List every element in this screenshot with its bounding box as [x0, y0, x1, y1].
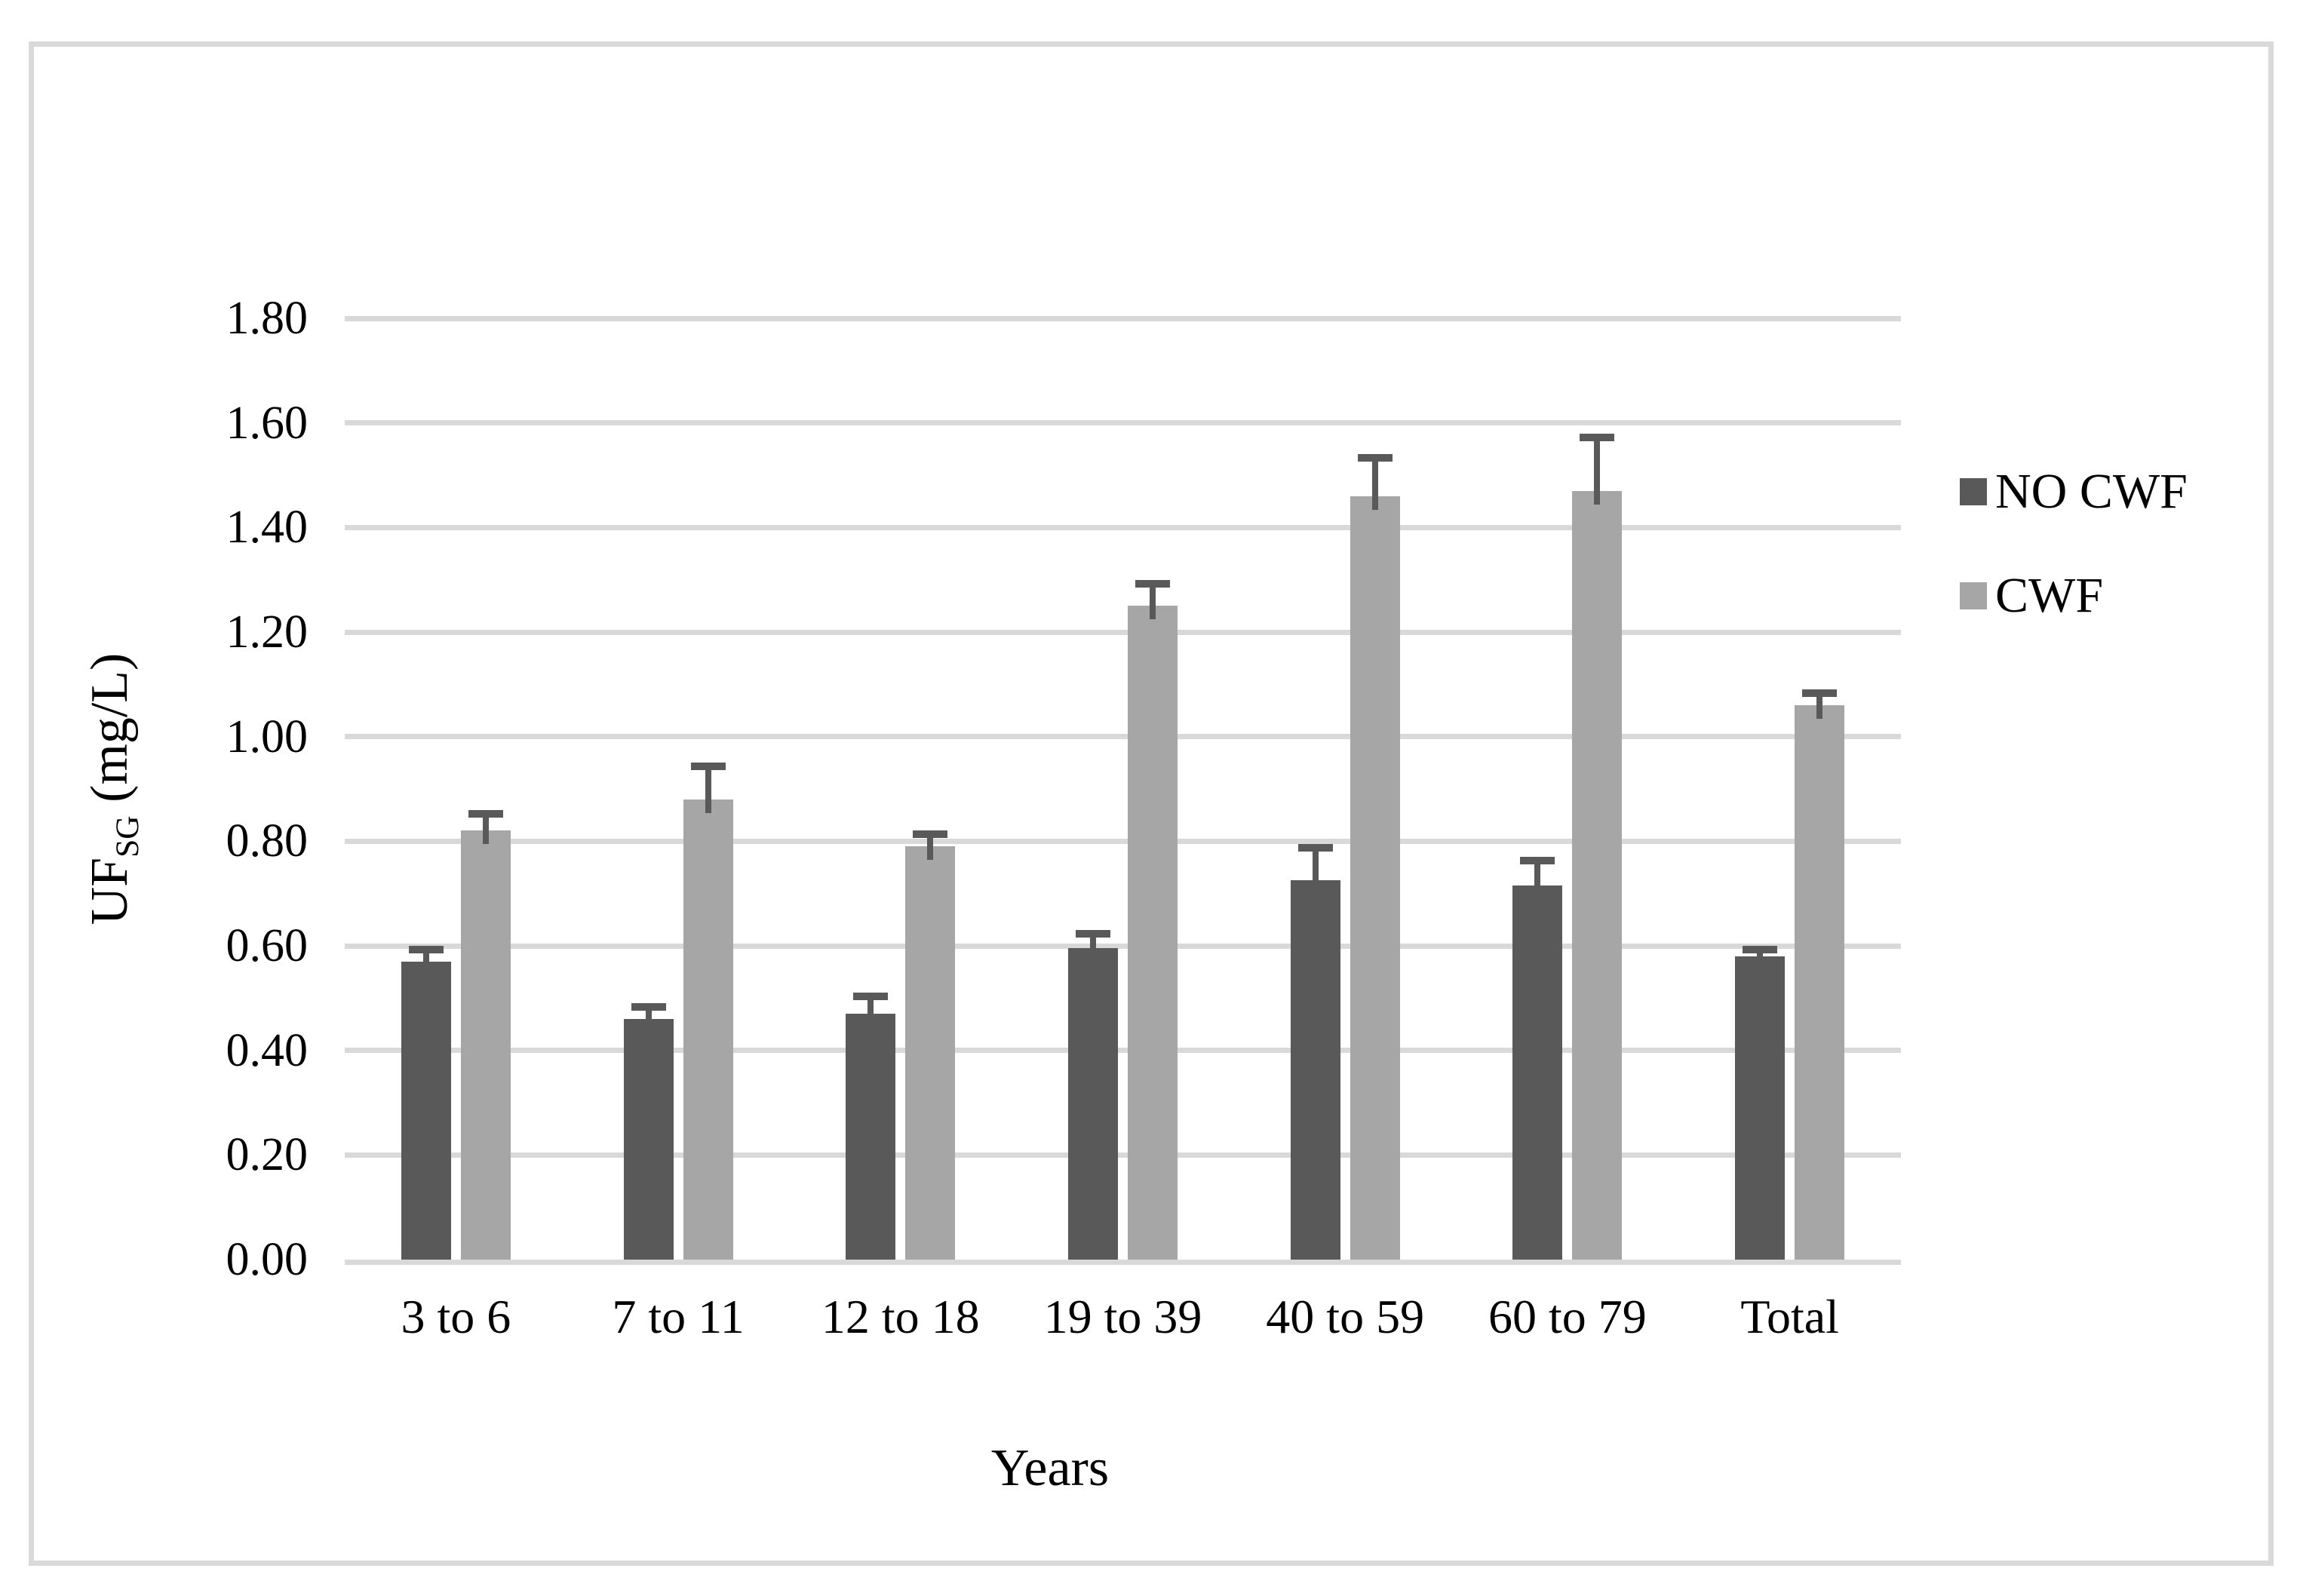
gridline	[345, 1152, 1901, 1158]
error-bar-whisker-no-cwf-7-to-11	[645, 1011, 652, 1033]
y-tick-label-0-60: 0.60	[226, 920, 309, 971]
gridline	[345, 315, 1901, 321]
bar-no-cwf-19-to-39	[1068, 948, 1118, 1260]
bar-cwf-12-to-18	[905, 846, 956, 1260]
error-bar-whisker-no-cwf-40-to-59	[1312, 851, 1319, 895]
error-bar-whisker-no-cwf-total	[1757, 953, 1764, 970]
error-bar-whisker-no-cwf-12-to-18	[867, 1000, 874, 1028]
error-bar-cap-cwf-12-to-18	[913, 830, 948, 839]
bar-cwf-19-to-39	[1128, 606, 1178, 1260]
error-bar-cap-cwf-total	[1802, 689, 1838, 698]
y-tick-label-1-80: 1.80	[226, 293, 309, 344]
legend-label-cwf: CWF	[1995, 568, 2104, 623]
error-bar-cap-no-cwf-19-to-39	[1076, 930, 1110, 938]
error-bar-cap-no-cwf-12-to-18	[853, 993, 889, 1001]
gridline	[345, 1048, 1901, 1054]
bar-cwf-60-to-79	[1572, 490, 1623, 1260]
y-tick-label-0-40: 0.40	[226, 1024, 309, 1076]
error-bar-cap-cwf-60-to-79	[1580, 433, 1615, 441]
error-bar-whisker-cwf-60-to-79	[1594, 440, 1601, 505]
x-tick-label-12-to-18: 12 to 18	[821, 1290, 980, 1343]
y-tick-label-1-20: 1.20	[226, 606, 309, 658]
gridline	[345, 629, 1901, 635]
bar-no-cwf-40-to-59	[1290, 880, 1340, 1260]
bar-no-cwf-12-to-18	[846, 1014, 896, 1260]
error-bar-whisker-cwf-12-to-18	[927, 838, 934, 861]
error-bar-cap-no-cwf-total	[1743, 946, 1778, 953]
x-tick-label-19-to-39: 19 to 39	[1043, 1290, 1202, 1343]
error-bar-whisker-cwf-40-to-59	[1371, 462, 1378, 510]
bar-cwf-3-to-6	[460, 830, 511, 1260]
y-axis-title: UFSG (mg/L)	[80, 653, 146, 925]
gridline	[345, 734, 1901, 740]
error-bar-whisker-no-cwf-19-to-39	[1090, 938, 1096, 962]
x-tick-label-3-to-6: 3 to 6	[401, 1290, 511, 1343]
error-bar-cap-cwf-40-to-59	[1357, 454, 1393, 462]
x-tick-label-40-to-59: 40 to 59	[1266, 1290, 1425, 1343]
y-tick-label-1-40: 1.40	[226, 502, 309, 554]
bar-no-cwf-60-to-79	[1512, 885, 1563, 1260]
y-tick-label-0-20: 0.20	[226, 1129, 309, 1181]
x-axis-title: Years	[990, 1439, 1110, 1497]
y-tick-label-0-80: 0.80	[226, 815, 309, 867]
error-bar-cap-no-cwf-7-to-11	[631, 1003, 666, 1011]
x-tick-label-60-to-79: 60 to 79	[1488, 1290, 1647, 1343]
error-bar-whisker-cwf-3-to-6	[482, 817, 489, 845]
y-tick-label-1-60: 1.60	[226, 397, 309, 449]
gridline	[345, 524, 1901, 530]
bar-cwf-7-to-11	[683, 799, 733, 1260]
bar-no-cwf-3-to-6	[401, 961, 451, 1260]
bar-no-cwf-total	[1735, 956, 1786, 1260]
error-bar-whisker-no-cwf-60-to-79	[1534, 864, 1541, 900]
bar-no-cwf-7-to-11	[623, 1019, 674, 1260]
error-bar-cap-no-cwf-40-to-59	[1297, 843, 1333, 852]
gridline	[345, 838, 1901, 844]
bar-cwf-40-to-59	[1350, 496, 1400, 1260]
x-axis-line	[345, 1260, 1901, 1265]
legend-swatch-no-cwf	[1960, 478, 1987, 505]
error-bar-cap-cwf-7-to-11	[690, 763, 726, 771]
error-bar-cap-cwf-19-to-39	[1135, 579, 1170, 588]
error-bar-whisker-no-cwf-3-to-6	[422, 953, 429, 975]
error-bar-whisker-cwf-19-to-39	[1150, 587, 1156, 620]
error-bar-whisker-cwf-total	[1816, 697, 1823, 720]
y-tick-label-0-00: 0.00	[226, 1234, 309, 1285]
legend-label-no-cwf: NO CWF	[1995, 464, 2188, 519]
error-bar-cap-no-cwf-3-to-6	[408, 946, 444, 953]
error-bar-cap-cwf-3-to-6	[468, 809, 503, 818]
x-tick-label-7-to-11: 7 to 11	[612, 1290, 745, 1343]
gridline	[345, 943, 1901, 949]
error-bar-cap-no-cwf-60-to-79	[1520, 857, 1555, 865]
legend-swatch-cwf	[1960, 582, 1987, 609]
bar-cwf-total	[1795, 705, 1845, 1260]
x-tick-label-total: Total	[1740, 1290, 1839, 1343]
y-axis-title-prefix: UF	[81, 857, 139, 925]
error-bar-whisker-cwf-7-to-11	[705, 770, 711, 813]
gridline	[345, 420, 1901, 426]
y-tick-label-1-00: 1.00	[226, 711, 309, 763]
